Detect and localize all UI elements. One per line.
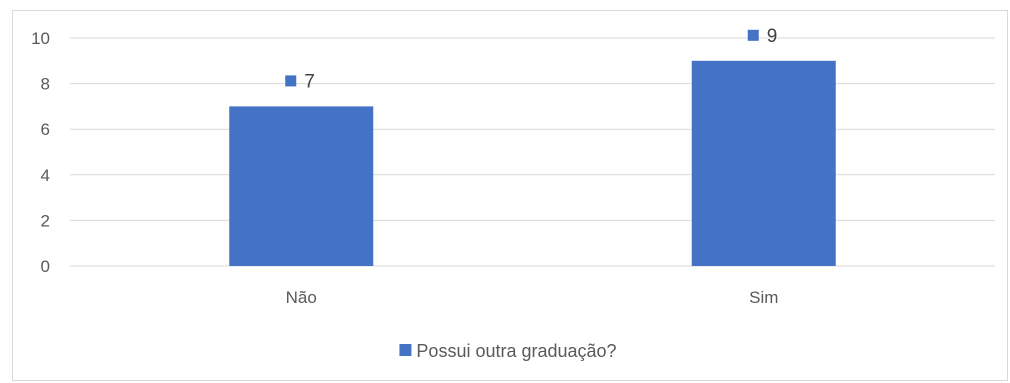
x-tick-label: Sim xyxy=(749,288,778,307)
bar xyxy=(229,106,374,267)
bars xyxy=(229,60,836,267)
x-axis-tick-labels: Não Sim xyxy=(286,288,779,307)
data-label: 7 xyxy=(304,71,315,92)
legend-swatch xyxy=(399,344,412,356)
y-tick-label: 10 xyxy=(31,29,50,48)
y-tick-label: 2 xyxy=(41,211,50,230)
bar xyxy=(691,60,836,266)
y-tick-label: 8 xyxy=(41,75,50,94)
chart-frame xyxy=(12,10,1008,381)
y-tick-label: 6 xyxy=(41,120,50,139)
y-tick-label: 0 xyxy=(41,257,50,276)
y-axis-tick-labels: 0 2 4 6 8 10 xyxy=(31,29,50,276)
data-label-key xyxy=(747,29,759,41)
legend: Possui outra graduação? xyxy=(399,341,617,361)
x-tick-label: Não xyxy=(286,288,317,307)
data-label-key xyxy=(285,75,297,87)
data-labels: 79 xyxy=(285,26,778,92)
y-tick-label: 4 xyxy=(41,166,50,185)
legend-label: Possui outra graduação? xyxy=(416,341,616,361)
data-label: 9 xyxy=(767,26,778,47)
gridlines xyxy=(70,37,995,267)
